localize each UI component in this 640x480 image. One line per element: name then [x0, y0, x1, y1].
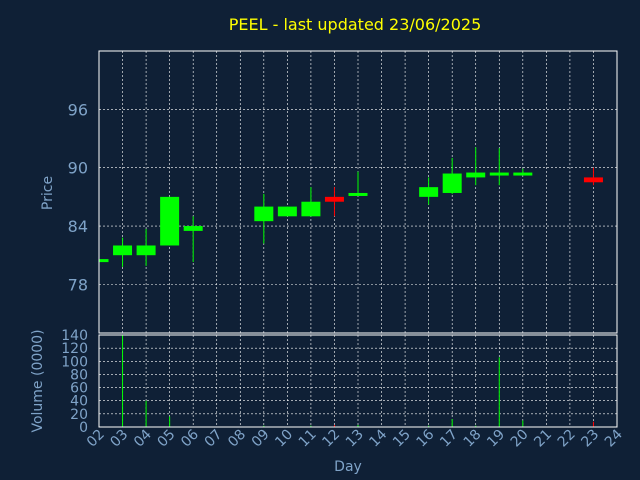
candle-body	[348, 192, 368, 196]
volume-tick-label: 80	[70, 367, 88, 383]
candle	[136, 228, 156, 266]
volume-tick-label: 100	[61, 354, 88, 370]
chart-title: PEEL - last updated 23/06/2025	[229, 15, 482, 34]
volume-frame	[98, 334, 618, 428]
volume-axis-label: Volume (0000)	[30, 329, 46, 432]
candle-body	[277, 206, 297, 217]
candle	[277, 206, 297, 217]
candle	[183, 216, 203, 263]
candle-body	[99, 259, 109, 263]
volume-tick-label: 60	[70, 381, 88, 397]
volume-tick-label: 0	[79, 420, 88, 436]
candle	[466, 147, 486, 186]
candle-body	[466, 172, 486, 178]
price-tick-label: 84	[68, 217, 88, 236]
candle	[442, 157, 462, 194]
price-frame	[98, 50, 618, 334]
candle	[301, 187, 321, 217]
candle	[324, 187, 344, 217]
volume-tick-label: 20	[70, 407, 88, 423]
price-panel: 78 84 90 96	[68, 50, 618, 334]
candle	[98, 259, 109, 263]
candle	[113, 237, 133, 267]
x-axis-label: Day	[334, 459, 362, 475]
candle-body	[324, 196, 344, 202]
volume-tick-label: 140	[61, 328, 88, 344]
candle-body	[419, 187, 439, 197]
volume-tick-label: 40	[70, 394, 88, 410]
candle	[160, 196, 180, 246]
candle-body	[136, 245, 156, 256]
candle-body	[183, 226, 203, 231]
price-axis-label: Price	[40, 176, 56, 210]
price-tick-label: 78	[68, 275, 88, 294]
price-tick-label: 90	[68, 159, 88, 178]
candle-body	[489, 172, 509, 176]
candle-body	[301, 201, 321, 217]
volume-tick-label: 120	[61, 341, 88, 357]
candle	[419, 177, 439, 205]
candle-body	[513, 172, 533, 176]
price-tick-label: 96	[68, 100, 88, 119]
candle	[489, 148, 509, 186]
candle-body	[113, 245, 133, 256]
candle	[348, 171, 368, 196]
candle-body	[442, 173, 462, 193]
candle	[254, 193, 274, 244]
candle	[583, 167, 603, 186]
candle-body	[160, 196, 180, 246]
candle	[513, 168, 533, 176]
candle-body	[583, 177, 603, 183]
candle-body	[254, 206, 274, 222]
